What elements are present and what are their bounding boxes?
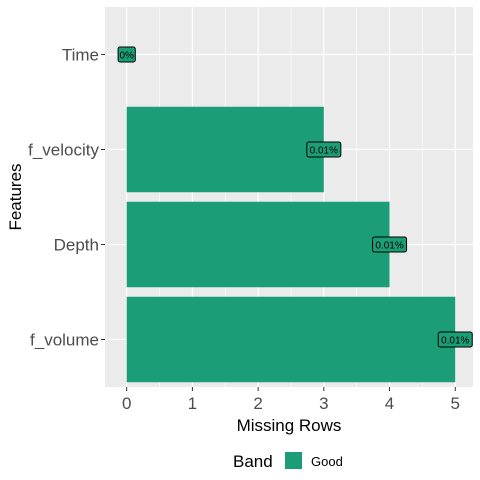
data-label-text: 0.01% <box>310 145 338 156</box>
data-label-box <box>117 46 136 63</box>
data-label-f-volume: 0.01% <box>437 331 473 348</box>
data-label-f-velocity: 0.01% <box>306 141 342 158</box>
bar-depth <box>126 201 390 288</box>
data-labels: 0% 0.01% 0.01% 0.01% <box>117 46 473 348</box>
x-tick-label: 0 <box>122 394 131 413</box>
data-label-text: 0.01% <box>375 240 403 251</box>
y-axis-title: Features <box>6 163 25 230</box>
x-tick-label: 2 <box>253 394 262 413</box>
legend-key-good <box>285 452 302 469</box>
x-tick-label: 1 <box>188 394 197 413</box>
data-label-box <box>437 331 473 348</box>
y-tick-label: Depth <box>54 236 99 255</box>
x-tick-label: 3 <box>319 394 328 413</box>
bar-f-velocity <box>126 106 324 193</box>
x-axis-title: Missing Rows <box>237 416 342 435</box>
data-label-box <box>372 236 408 253</box>
data-label-box <box>306 141 342 158</box>
x-axis-ticks: 0 1 2 3 4 5 <box>122 387 460 413</box>
data-label-depth: 0.01% <box>372 236 408 253</box>
data-label-text: 0% <box>119 50 134 61</box>
legend: Band Good <box>233 452 343 471</box>
legend-label-good: Good <box>311 454 343 469</box>
bar-f-volume <box>126 296 456 383</box>
data-label-time: 0% <box>117 46 136 63</box>
x-tick-label: 5 <box>451 394 460 413</box>
legend-title: Band <box>233 452 273 471</box>
bars <box>126 106 456 383</box>
y-tick-label: Time <box>62 46 99 65</box>
y-tick-label: f_velocity <box>28 141 99 160</box>
data-label-text: 0.01% <box>441 335 469 346</box>
y-axis-ticks: Time f_velocity Depth f_volume <box>28 46 105 350</box>
x-tick-label: 4 <box>385 394 394 413</box>
y-tick-label: f_volume <box>30 331 99 350</box>
